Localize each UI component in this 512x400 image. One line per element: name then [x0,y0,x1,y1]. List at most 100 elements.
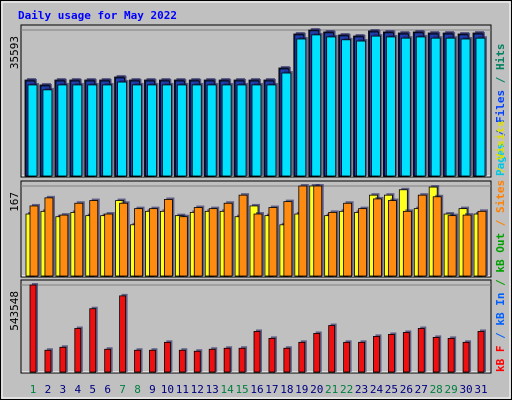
bar [341,39,352,177]
x-tick-label: 7 [119,383,126,396]
bar [268,337,276,373]
bar [193,350,201,373]
bar [417,194,427,277]
bar [283,201,293,277]
bar [462,341,470,373]
bar [89,200,99,277]
bar [42,89,53,177]
x-tick-label: 11 [176,383,189,396]
x-tick-label: 31 [474,383,487,396]
bar [432,196,442,277]
x-tick-label: 14 [221,383,235,396]
bar [328,325,336,373]
legend-item: kB Out [494,233,507,273]
bar [178,349,186,373]
bar [298,341,306,373]
bar [373,198,382,277]
bar [460,38,471,177]
bar [402,332,410,373]
bar [475,37,486,177]
bar [132,84,142,177]
bar [238,347,246,373]
x-tick-label: 29 [445,383,458,396]
bar [147,84,157,177]
bar [119,295,126,373]
bar [402,210,412,277]
x-tick-label: 3 [60,383,67,396]
bar [462,214,472,277]
bar [134,349,141,373]
bar [253,331,261,373]
bar [149,349,156,373]
x-tick-label: 22 [340,383,353,396]
bar [104,213,114,277]
x-tick-label: 2 [45,383,52,396]
bar [326,36,337,177]
bar [163,199,173,277]
bar [163,341,171,373]
legend-sep: / [494,213,507,233]
x-tick-label: 9 [149,383,156,396]
legend-item: kB In [494,293,507,326]
bar [44,349,52,373]
x-tick-label: 19 [295,383,308,396]
bar [74,328,82,373]
bar [373,336,380,373]
bar [221,84,232,177]
x-tick-label: 13 [206,383,219,396]
bar [193,207,203,277]
bar [358,208,367,277]
bar [400,37,411,177]
bar [29,205,39,277]
bar [296,38,307,177]
x-tick-label: 20 [310,383,323,396]
bar [251,84,262,177]
bar [44,197,54,277]
bar [223,202,233,277]
bar [176,84,187,177]
bar [117,81,127,177]
x-tick-label: 18 [280,383,293,396]
bar [206,84,217,177]
bar [432,336,440,373]
bar [268,207,278,277]
x-tick-label: 10 [161,383,174,396]
bar [356,40,366,177]
legend-item: Visits [494,120,507,160]
bar [343,341,351,373]
bar [102,84,113,177]
bar [74,202,84,277]
bar [445,37,456,177]
bar [266,84,277,177]
bar [311,34,322,177]
bar [328,212,338,277]
x-tick-label: 21 [325,383,338,396]
bar [119,202,128,277]
bar [283,347,291,373]
y-tick-label: 543548 [8,291,21,331]
x-tick-label: 12 [191,383,204,396]
x-tick-label: 28 [430,383,443,396]
bar [223,347,231,373]
legend-item: kB F [494,346,507,373]
x-tick-label: 15 [235,383,248,396]
bar [253,213,263,277]
bar [358,341,365,373]
legend-item: Files [494,90,507,123]
bar [191,84,202,177]
x-tick-label: 16 [250,383,263,396]
bar [385,36,396,177]
y-tick-label: 35593 [8,36,21,69]
bar [59,214,69,277]
x-tick-label: 30 [459,383,472,396]
bar [313,333,321,373]
legend-sep: / [494,326,507,346]
x-tick-label: 25 [385,383,398,396]
bar [387,334,395,373]
bar [447,215,457,277]
bar [87,84,98,177]
bar [72,84,83,177]
x-tick-label: 23 [355,383,368,396]
legend-sep: / [494,273,507,293]
